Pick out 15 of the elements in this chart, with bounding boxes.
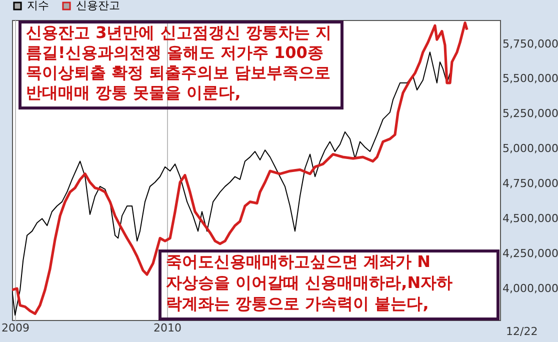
y-tick-label: 5,000,000 xyxy=(502,142,558,156)
x-tick-label: 2009 xyxy=(2,322,30,334)
annotation: 신용잔고 3년만에 신고점갱신 깡통차는 지 름길!신용과의전쟁 올해도 저가주 100종 목이상퇴출 확정 퇴출주의보 담보부족으로 반대매매 깡통 못물을 이룬다, xyxy=(26,23,332,102)
y-tick-label: 5,250,000 xyxy=(502,107,558,120)
annotation: 죽어도신용매매하고싶으면 계좌가 N 자상승을 이어갈때 신용매매하라,N자하 락계좌는 깡통으로 가속력이 붙는다, xyxy=(166,252,453,313)
legend-label: 신용잔고 xyxy=(76,0,120,12)
y-tick-label: 4,250,000 xyxy=(502,247,558,260)
y-tick-label: 4,750,000 xyxy=(502,177,558,190)
y-tick-label: 5,750,000 xyxy=(502,37,558,50)
x-tick-label: 2010 xyxy=(154,322,182,334)
y-tick-label: 5,500,000 xyxy=(502,72,558,86)
y-tick-label: 4,500,000 xyxy=(502,212,558,226)
text: 12/22 xyxy=(506,325,538,338)
y-tick-label: 4,000,000 xyxy=(502,282,558,296)
legend-label: 지수 xyxy=(27,0,49,12)
